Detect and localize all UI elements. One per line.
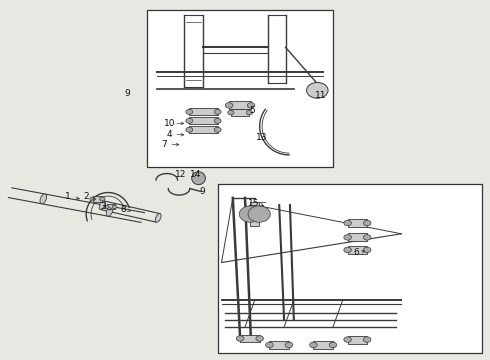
Circle shape <box>364 220 371 226</box>
Bar <box>93 196 102 202</box>
Text: 3: 3 <box>100 202 106 211</box>
Bar <box>218 184 482 353</box>
Bar <box>147 10 333 167</box>
Bar <box>347 233 367 241</box>
Circle shape <box>186 118 193 123</box>
Circle shape <box>310 342 317 348</box>
Circle shape <box>344 247 351 253</box>
Circle shape <box>186 127 193 132</box>
Circle shape <box>256 336 264 341</box>
Circle shape <box>344 337 351 342</box>
Text: 9: 9 <box>124 89 130 98</box>
Ellipse shape <box>99 201 105 210</box>
Ellipse shape <box>106 206 113 216</box>
Bar <box>347 219 367 227</box>
Bar <box>250 202 259 226</box>
Text: 6: 6 <box>353 248 359 257</box>
Circle shape <box>228 110 234 115</box>
Text: 5: 5 <box>249 105 255 114</box>
Text: 9: 9 <box>199 187 205 196</box>
Text: 1: 1 <box>65 192 71 201</box>
Bar <box>189 126 218 134</box>
Text: 7: 7 <box>162 140 167 149</box>
Circle shape <box>214 118 221 123</box>
Circle shape <box>186 109 193 114</box>
Ellipse shape <box>155 213 161 222</box>
Bar <box>347 246 367 254</box>
Circle shape <box>225 103 233 108</box>
Circle shape <box>266 342 273 348</box>
Text: 8: 8 <box>120 205 126 214</box>
Text: 4: 4 <box>167 130 172 139</box>
Circle shape <box>239 206 262 222</box>
Bar <box>231 109 249 116</box>
Bar <box>314 341 333 349</box>
Bar <box>270 341 289 349</box>
Circle shape <box>214 109 221 114</box>
Circle shape <box>344 235 351 240</box>
Circle shape <box>344 220 351 226</box>
Bar <box>107 204 115 210</box>
Text: 15: 15 <box>248 199 260 208</box>
Bar <box>189 108 218 116</box>
Text: 2: 2 <box>83 192 89 201</box>
Text: 13: 13 <box>256 133 268 142</box>
Circle shape <box>307 82 328 98</box>
Circle shape <box>285 342 293 348</box>
Bar <box>229 102 251 109</box>
Bar <box>347 336 367 343</box>
Ellipse shape <box>192 172 205 185</box>
Bar <box>240 334 260 342</box>
Circle shape <box>248 206 270 222</box>
Circle shape <box>247 103 255 108</box>
Ellipse shape <box>40 194 47 204</box>
Bar <box>189 117 218 125</box>
Text: 14: 14 <box>190 170 201 179</box>
Circle shape <box>112 205 117 209</box>
Circle shape <box>99 197 105 201</box>
Text: 11: 11 <box>315 91 326 100</box>
Circle shape <box>214 127 221 132</box>
Circle shape <box>329 342 337 348</box>
Text: 10: 10 <box>164 119 175 128</box>
Circle shape <box>104 205 109 209</box>
Circle shape <box>364 337 371 342</box>
Circle shape <box>364 247 371 253</box>
Text: 12: 12 <box>175 170 186 179</box>
Circle shape <box>246 110 252 115</box>
Circle shape <box>364 235 371 240</box>
Circle shape <box>90 197 95 201</box>
Circle shape <box>236 336 244 341</box>
